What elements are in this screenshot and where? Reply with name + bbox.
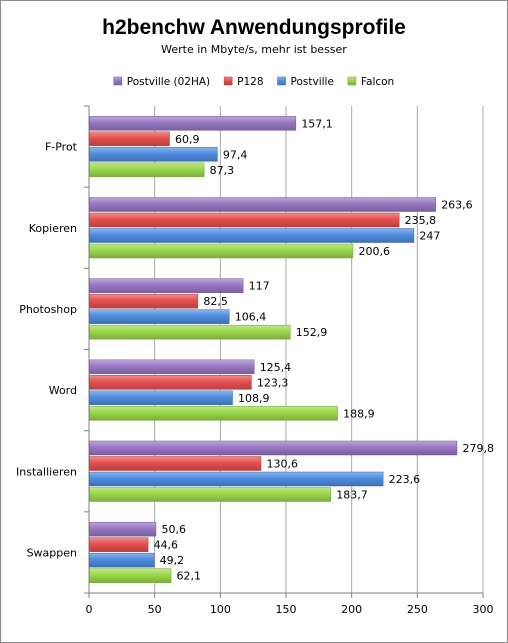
- data-label: 117: [249, 280, 270, 293]
- chart-title: h2benchw Anwendungsprofile: [102, 16, 406, 39]
- data-label: 50,6: [161, 523, 186, 536]
- x-tick-label: 100: [210, 603, 231, 616]
- legend-swatch: [223, 76, 233, 86]
- legend-label: Falcon: [361, 76, 394, 88]
- plot-area: 0 50 100 150 200 250 300 F-Prot 157,1 60,9 97,4 87,…: [16, 105, 494, 616]
- legend-label: Postville: [291, 76, 334, 88]
- bar: [89, 406, 338, 421]
- data-label: 60,9: [175, 133, 200, 146]
- bar: [89, 521, 157, 537]
- data-label: 235,8: [405, 214, 437, 227]
- legend-swatch: [347, 76, 357, 86]
- data-label: 157,1: [301, 117, 333, 130]
- bar: [89, 197, 436, 212]
- bar: [89, 359, 255, 375]
- category-label: Kopieren: [29, 222, 77, 235]
- data-label: 247: [419, 230, 440, 243]
- bar: [89, 568, 172, 583]
- data-label: 49,2: [160, 554, 185, 567]
- x-tick-label: 50: [148, 603, 162, 616]
- legend-item: Postville: [277, 76, 334, 88]
- legend-label: Postville (02HA): [127, 76, 210, 88]
- x-tick-label: 300: [473, 603, 494, 616]
- bar: [89, 293, 199, 309]
- bar: [89, 162, 205, 178]
- x-tick-label: 0: [86, 603, 93, 616]
- bar: [89, 456, 262, 471]
- data-label: 200,6: [358, 245, 390, 258]
- legend: Postville (02HA) P128 Postville Falcon: [113, 76, 394, 88]
- data-label: 97,4: [223, 148, 248, 161]
- bar: [89, 147, 218, 162]
- data-label: 87,3: [210, 164, 235, 177]
- category-label: Installieren: [16, 465, 77, 478]
- data-label: 223,6: [389, 473, 421, 486]
- bar: [89, 552, 155, 568]
- legend-swatch: [113, 76, 123, 86]
- bar: [89, 278, 244, 293]
- bar: [89, 212, 400, 228]
- data-label: 183,7: [336, 489, 368, 502]
- bar: [89, 390, 233, 406]
- data-label: 130,6: [267, 458, 299, 471]
- x-tick-label: 150: [276, 603, 297, 616]
- bar: [89, 487, 332, 502]
- data-label: 106,4: [235, 311, 266, 324]
- category-label: Word: [49, 384, 77, 397]
- data-label: 263,6: [441, 199, 473, 212]
- data-label: 152,9: [296, 326, 328, 339]
- x-tick-label: 250: [407, 603, 428, 616]
- bar: [89, 243, 354, 259]
- category-label: Photoshop: [19, 303, 77, 316]
- x-tick-label: 200: [341, 603, 362, 616]
- bar: [89, 375, 252, 390]
- data-label: 188,9: [343, 407, 375, 420]
- bar: [89, 309, 230, 324]
- bar: [89, 537, 149, 552]
- bar: [89, 440, 458, 456]
- legend-label: P128: [237, 76, 263, 88]
- data-label: 44,6: [154, 539, 179, 552]
- data-label: 125,4: [260, 361, 292, 374]
- data-label: 82,5: [203, 295, 228, 308]
- bar: [89, 131, 170, 147]
- category-label: Swappen: [27, 546, 77, 559]
- category-label: F-Prot: [45, 141, 78, 154]
- bar: [89, 324, 291, 340]
- data-label: 279,8: [462, 442, 494, 455]
- chart-subtitle: Werte in Mbyte/s, mehr ist besser: [161, 43, 347, 56]
- legend-item: Postville (02HA): [113, 76, 210, 88]
- legend-swatch: [277, 76, 286, 86]
- data-label: 108,9: [238, 392, 270, 405]
- legend-item: Falcon: [347, 76, 394, 88]
- bar: [89, 471, 384, 487]
- data-label: 62,1: [177, 570, 202, 583]
- legend-item: P128: [223, 76, 264, 88]
- bar: [89, 228, 415, 243]
- bar: [89, 116, 297, 131]
- data-label: 123,3: [257, 376, 289, 389]
